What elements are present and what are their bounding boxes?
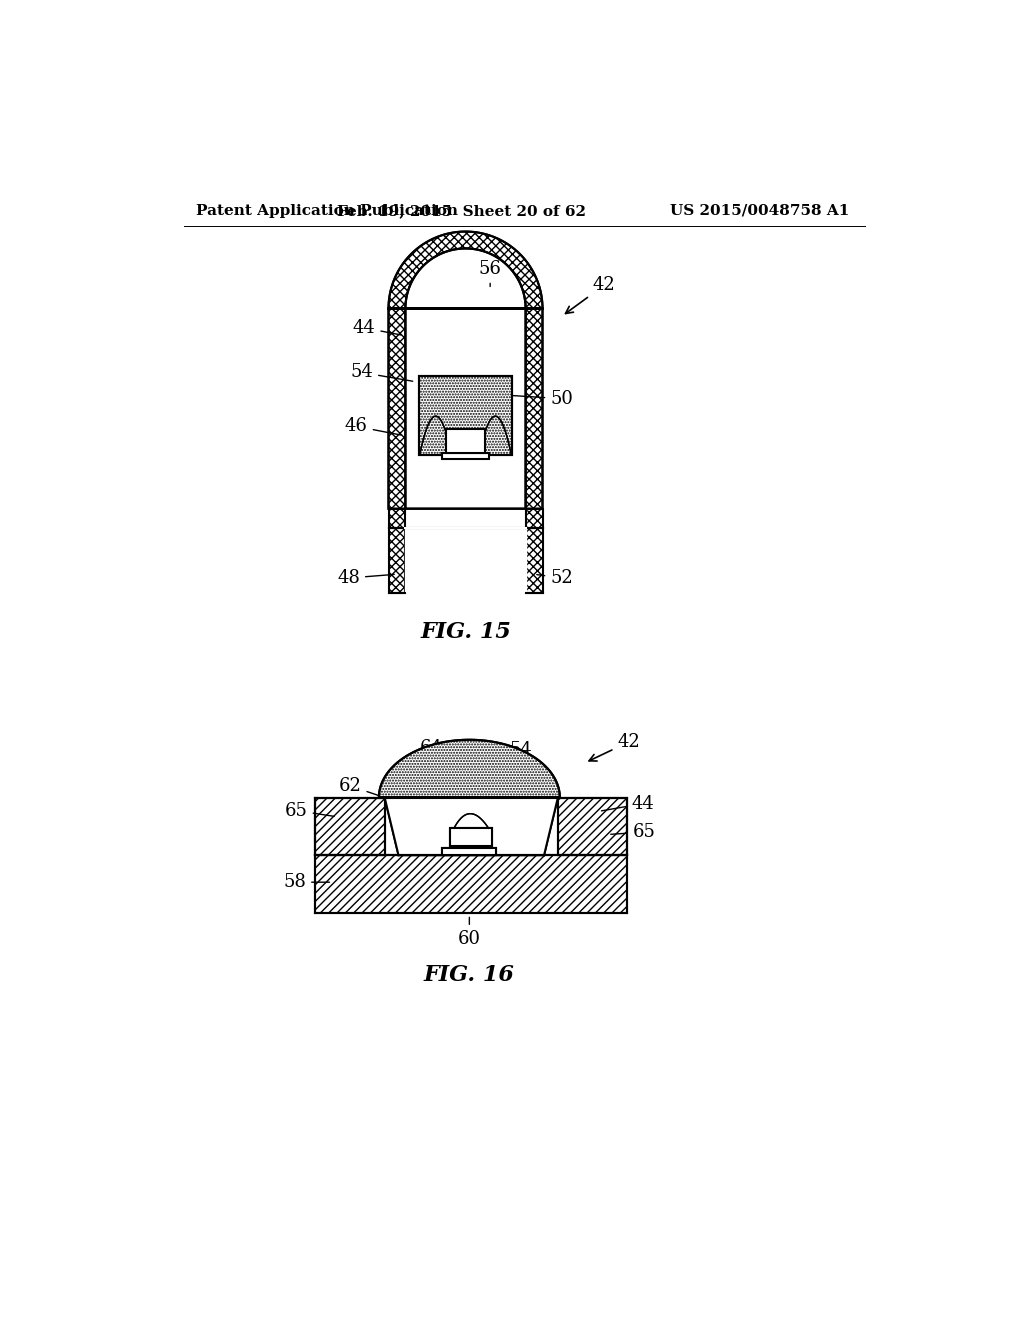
Polygon shape [406,528,525,594]
Bar [558,797,628,855]
Text: US 2015/0048758 A1: US 2015/0048758 A1 [670,203,849,218]
Text: 60: 60 [458,917,481,948]
Text: 42: 42 [589,733,640,762]
Text: 64: 64 [420,739,442,770]
Polygon shape [419,376,512,455]
Polygon shape [406,248,525,508]
Polygon shape [385,797,558,855]
Text: FIG. 16: FIG. 16 [424,964,515,986]
Text: 44: 44 [601,795,653,813]
Bar [558,797,628,855]
Text: 46: 46 [345,417,401,436]
Text: 54: 54 [494,741,532,772]
Text: 54: 54 [350,363,413,381]
Polygon shape [385,797,558,855]
Text: 65: 65 [610,824,655,841]
Bar [315,855,628,913]
Bar [442,453,488,459]
Bar [388,508,543,528]
Text: 65: 65 [285,801,334,820]
Polygon shape [406,508,525,528]
Bar [388,528,406,594]
Bar [451,829,493,846]
Text: 52: 52 [537,569,573,587]
Text: 56: 56 [478,260,502,286]
Bar [406,309,525,508]
Text: 58: 58 [284,874,330,891]
Text: 62: 62 [339,777,382,797]
Text: Feb. 19, 2015  Sheet 20 of 62: Feb. 19, 2015 Sheet 20 of 62 [337,203,586,218]
Polygon shape [385,797,558,855]
Text: 50: 50 [503,389,573,408]
Bar [446,429,484,453]
Polygon shape [419,376,512,455]
Bar [446,429,484,453]
Text: Patent Application Publication: Patent Application Publication [196,203,458,218]
Bar [315,797,385,855]
Text: 48: 48 [337,569,394,587]
Polygon shape [406,248,525,508]
Bar [451,829,493,846]
Text: FIG. 15: FIG. 15 [420,620,511,643]
Text: 44: 44 [352,319,401,337]
Bar [442,847,497,855]
Polygon shape [379,739,560,797]
Bar [315,797,385,855]
Bar [525,528,543,594]
Bar [442,847,497,855]
Text: 42: 42 [565,276,615,314]
Polygon shape [388,231,543,508]
